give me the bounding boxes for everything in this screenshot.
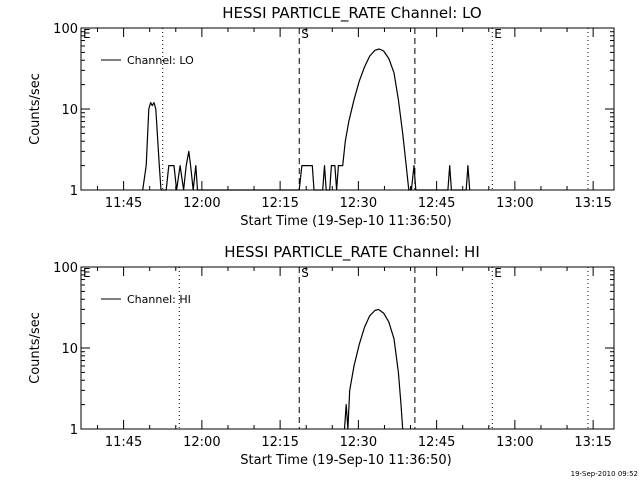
lo-legend-label: Channel: LO — [127, 54, 194, 67]
lo-event-marker-label: S — [301, 27, 309, 41]
hi-series-line — [343, 308, 404, 430]
lo-x-tick-label: 12:45 — [418, 196, 455, 211]
lo-plot-frame — [80, 27, 615, 191]
hi-x-tick-label: 13:15 — [574, 435, 611, 450]
hi-legend-label: Channel: HI — [127, 293, 191, 306]
lo-x-tick-label: 12:15 — [261, 196, 298, 211]
hi-channel-panel: HESSI PARTICLE_RATE Channel: HI Counts/s… — [28, 243, 615, 468]
lo-x-axis-label: Start Time (19-Sep-10 11:36:50) — [240, 214, 451, 229]
hi-x-tick-label: 12:30 — [340, 435, 377, 450]
lo-channel-panel: HESSI PARTICLE_RATE Channel: LO Counts/s… — [28, 4, 615, 229]
lo-y-axis-label: Counts/sec — [28, 73, 43, 145]
lo-chart-title: HESSI PARTICLE_RATE Channel: LO — [222, 4, 481, 23]
lo-event-marker-label: E — [83, 27, 91, 41]
footer-timestamp: 19-Sep-2010 09:52 — [571, 470, 638, 478]
hi-event-marker-label: S — [301, 266, 309, 280]
hi-event-marker-label: E — [494, 266, 502, 280]
lo-series-line — [142, 48, 471, 191]
hi-x-tick-label: 12:45 — [418, 435, 455, 450]
hi-x-tick-label: 12:00 — [183, 435, 220, 450]
lo-y-tick-label: 100 — [53, 22, 78, 37]
lo-x-tick-label: 13:00 — [496, 196, 533, 211]
lo-x-tick-label: 11:45 — [105, 196, 142, 211]
lo-y-tick-label: 1 — [70, 184, 78, 199]
hi-x-axis-label: Start Time (19-Sep-10 11:36:50) — [240, 453, 451, 468]
lo-event-marker-label: E — [494, 27, 502, 41]
hi-y-axis-label: Counts/sec — [28, 312, 43, 384]
lo-x-tick-label: 13:15 — [574, 196, 611, 211]
hi-y-tick-label: 10 — [61, 342, 78, 357]
lo-chart-marks: 1 10 100 11:45 12:00 12:15 12:30 12:45 13:00 13:1… — [53, 22, 614, 211]
hi-event-marker-label: E — [83, 266, 91, 280]
hi-y-tick-label: 100 — [53, 261, 78, 276]
hi-chart-marks: 1 10 100 11:45 12:00 12:15 12:30 12:45 13:00 13:1… — [53, 261, 614, 450]
hi-y-tick-label: 1 — [70, 423, 78, 438]
lo-y-tick-label: 10 — [61, 103, 78, 118]
lo-x-tick-label: 12:00 — [183, 196, 220, 211]
lo-x-tick-label: 12:30 — [340, 196, 377, 211]
hi-x-tick-label: 12:15 — [261, 435, 298, 450]
hi-plot-frame — [80, 266, 615, 430]
hi-x-tick-label: 13:00 — [496, 435, 533, 450]
hi-chart-title: HESSI PARTICLE_RATE Channel: HI — [224, 243, 480, 262]
hi-x-tick-label: 11:45 — [105, 435, 142, 450]
